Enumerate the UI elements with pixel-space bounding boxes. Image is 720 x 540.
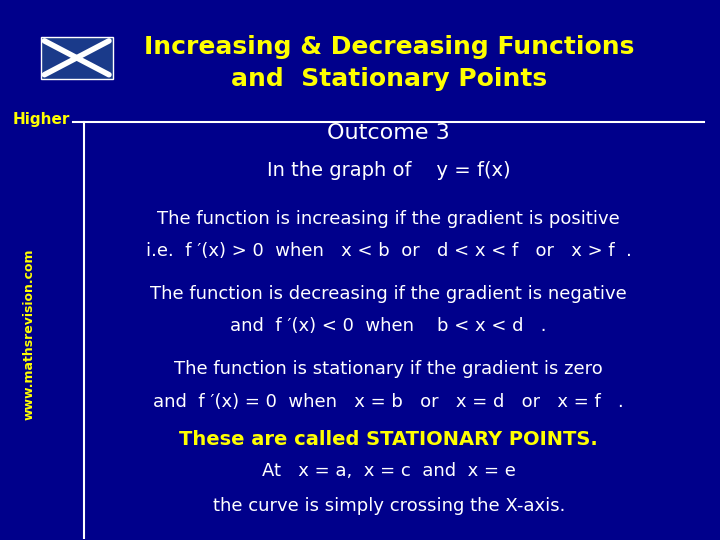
Text: At   x = a,  x = c  and  x = e: At x = a, x = c and x = e (262, 462, 516, 481)
Text: In the graph of    y = f(x): In the graph of y = f(x) (267, 161, 510, 180)
Text: i.e.  f ′(x) > 0  when   x < b  or   d < x < f   or   x > f  .: i.e. f ′(x) > 0 when x < b or d < x < f … (145, 242, 631, 260)
Text: Increasing & Decreasing Functions: Increasing & Decreasing Functions (143, 35, 634, 59)
Text: and  Stationary Points: and Stationary Points (230, 68, 546, 91)
Text: and  f ′(x) < 0  when    b < x < d   .: and f ′(x) < 0 when b < x < d . (230, 318, 547, 335)
Text: These are called STATIONARY POINTS.: These are called STATIONARY POINTS. (179, 430, 598, 449)
Text: The function is stationary if the gradient is zero: The function is stationary if the gradie… (174, 360, 603, 379)
Text: the curve is simply crossing the X-axis.: the curve is simply crossing the X-axis. (212, 497, 565, 515)
FancyBboxPatch shape (41, 37, 112, 79)
Text: Higher: Higher (12, 112, 70, 127)
Text: The function is increasing if the gradient is positive: The function is increasing if the gradie… (157, 210, 620, 228)
Text: The function is decreasing if the gradient is negative: The function is decreasing if the gradie… (150, 285, 627, 303)
Text: and  f ′(x) = 0  when   x = b   or   x = d   or   x = f   .: and f ′(x) = 0 when x = b or x = d or x … (153, 393, 624, 410)
Text: Outcome 3: Outcome 3 (328, 123, 450, 143)
Text: www.mathsrevision.com: www.mathsrevision.com (22, 249, 35, 420)
